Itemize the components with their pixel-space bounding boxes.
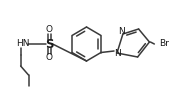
Text: HN: HN — [16, 39, 29, 48]
Text: O: O — [46, 26, 53, 35]
Text: O: O — [46, 54, 53, 62]
Text: S: S — [45, 38, 53, 51]
Text: N: N — [119, 28, 125, 36]
Text: N: N — [115, 49, 121, 58]
Text: Br: Br — [159, 39, 169, 48]
